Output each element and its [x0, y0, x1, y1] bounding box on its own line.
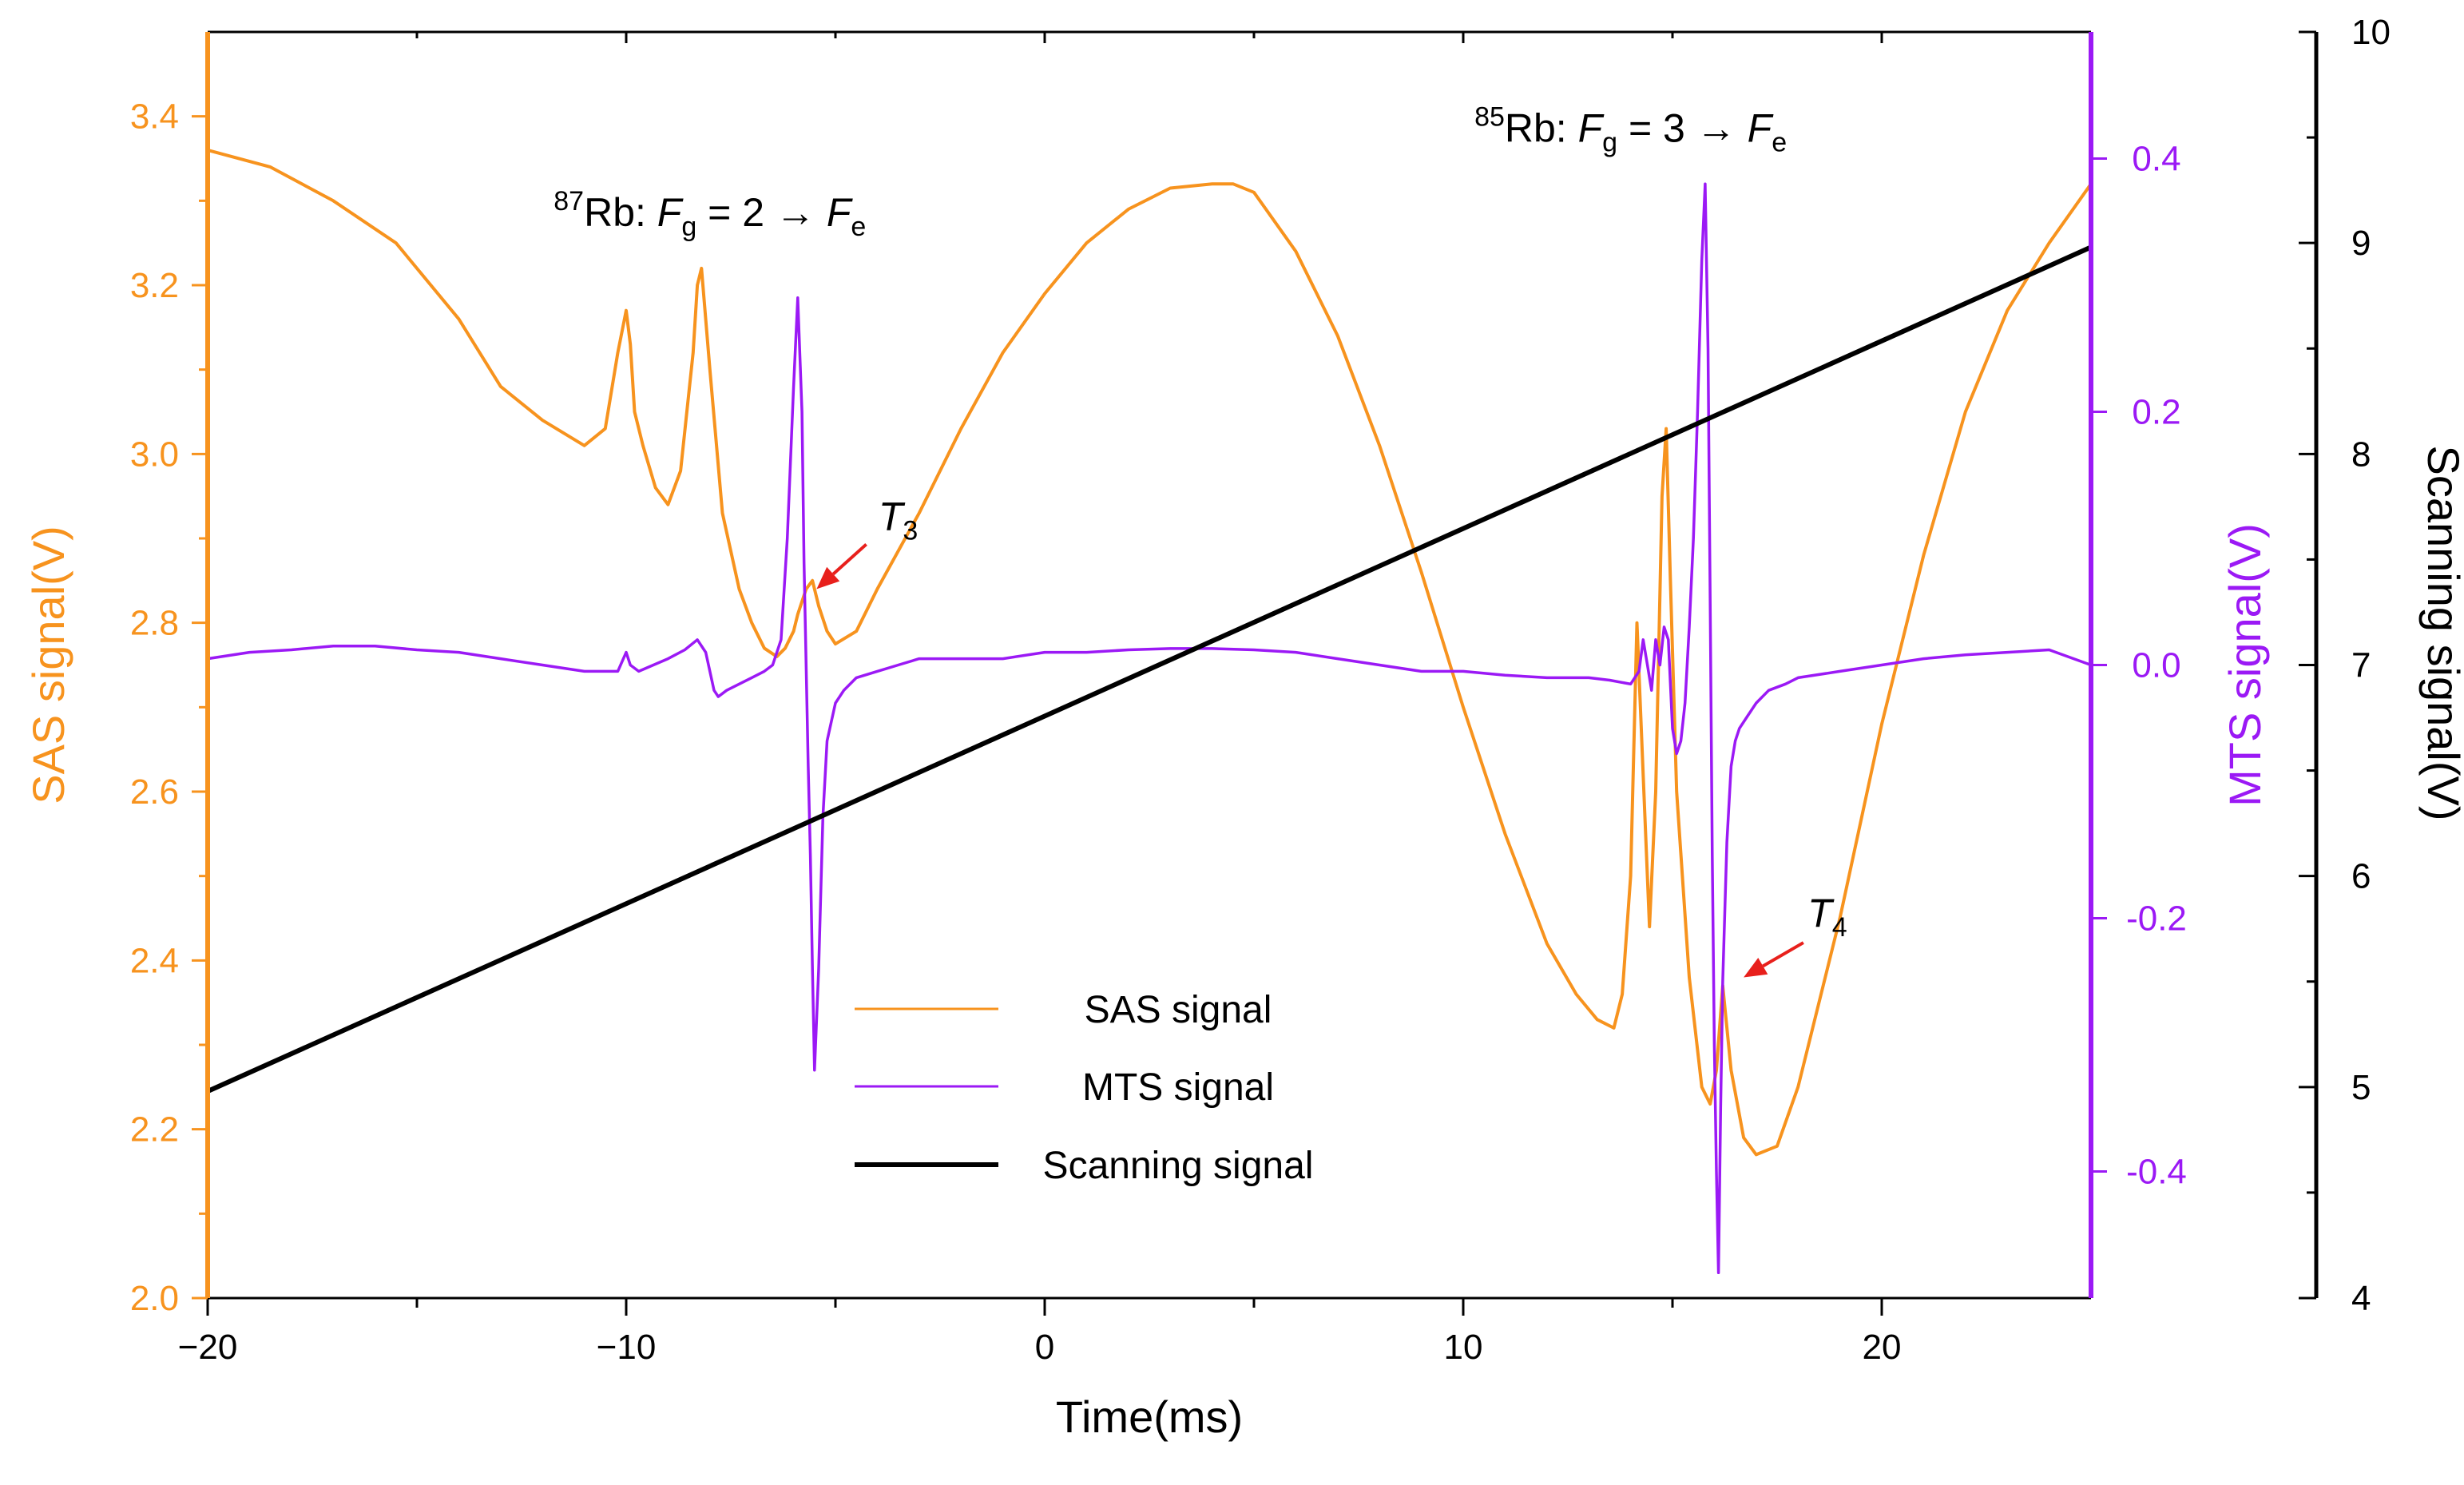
series-layer [205, 148, 2093, 1275]
sas-tick-label: 2.2 [130, 1110, 179, 1149]
scan-tick-label: 8 [2351, 435, 2371, 474]
mts-tick-label: -0.2 [2126, 899, 2187, 939]
x-tick-label: 20 [1863, 1328, 1902, 1367]
annotation-t3: T3 [879, 494, 918, 546]
legend-label-scan: Scanning signal [1043, 1145, 1314, 1187]
x-tick-label: 0 [1035, 1328, 1054, 1367]
sas-tick-label: 2.8 [130, 604, 179, 643]
annotation-rb85: 85Rb: Fg = 3 → Fe [1474, 101, 1787, 157]
series-line-mts-signal [206, 182, 2093, 1275]
mts-tick-label: 0.2 [2132, 393, 2180, 432]
sas-tick-label: 2.4 [130, 941, 179, 980]
sas-tick-label: 3.0 [130, 435, 179, 474]
sas-tick-label: 3.4 [130, 97, 179, 137]
scan-axis-title: Scanning signal(V) [2418, 445, 2464, 820]
plot-frame [208, 30, 2091, 1300]
arrow-t3 [831, 542, 867, 576]
legend: SAS signal MTS signal Scanning signal [855, 989, 1313, 1187]
axes-layer: −20 −10 0 10 20 2.0 2.2 2.4 2.6 2.8 3.0 3.2 3.4 -0.4 -… [130, 13, 2391, 1367]
legend-label-sas: SAS signal [1085, 989, 1272, 1031]
mts-tick-label: 0.4 [2132, 140, 2180, 179]
arrowhead-t3 [816, 566, 840, 590]
mts-axis-title: MTS signal(V) [2220, 523, 2270, 807]
x-tick-label: −10 [597, 1328, 657, 1367]
scan-tick-label: 6 [2351, 857, 2371, 896]
sas-axis-title: SAS signal(V) [23, 526, 73, 804]
sas-tick-label: 2.0 [130, 1279, 179, 1318]
series-line-scanning-signal [205, 244, 2093, 1094]
scan-tick-label: 9 [2351, 224, 2371, 263]
scan-tick-label: 7 [2351, 646, 2371, 685]
x-tick-label: 10 [1444, 1328, 1483, 1367]
series-line-sas-signal [206, 148, 2093, 1157]
arrow-t4 [1762, 941, 1804, 968]
annotation-t4: T4 [1807, 891, 1847, 943]
annotation-rb87: 87Rb: Fg = 2 → Fe [554, 186, 866, 242]
scan-tick-label: 10 [2351, 13, 2391, 52]
scan-tick-label: 5 [2351, 1068, 2371, 1107]
mts-tick-label: -0.4 [2126, 1153, 2187, 1192]
arrowhead-t4 [1744, 958, 1768, 978]
mts-tick-label: 0.0 [2132, 646, 2180, 685]
x-axis-title: Time(ms) [1056, 1392, 1243, 1442]
sas-tick-label: 2.6 [130, 772, 179, 812]
x-tick-label: −20 [178, 1328, 238, 1367]
sas-tick-label: 3.2 [130, 266, 179, 305]
legend-label-mts: MTS signal [1082, 1066, 1274, 1109]
scan-tick-label: 4 [2351, 1279, 2371, 1318]
